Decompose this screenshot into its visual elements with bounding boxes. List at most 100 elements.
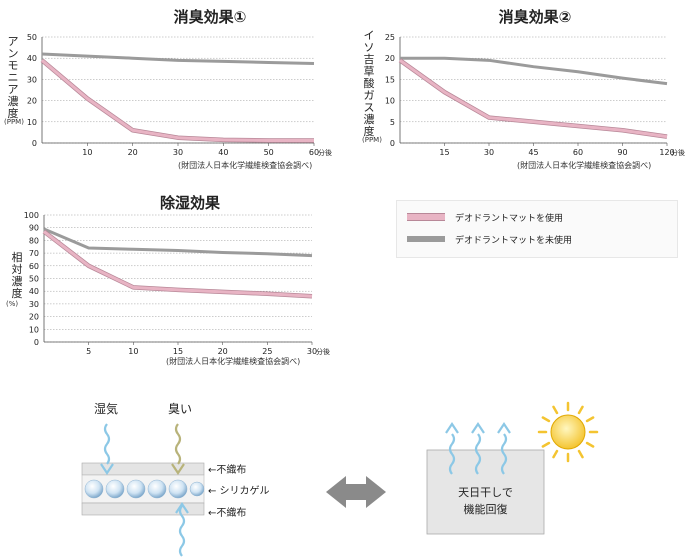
chart3-source: (財団法人日本化学繊維検査協会調べ): [166, 357, 301, 366]
ylabel-char: 対: [11, 263, 23, 276]
ylabel-char: ス: [363, 101, 375, 114]
ylabel-char: ガ: [363, 89, 375, 102]
drying-box: [426, 449, 545, 535]
ylabel-char: 度: [7, 107, 19, 120]
sun-caption-1: 天日干しで: [458, 486, 513, 499]
layer-top-label: ←不織布: [208, 465, 247, 476]
y-tick-label: 20: [29, 313, 39, 322]
x-tick-label: 90: [617, 148, 627, 157]
legend-label-unused: デオドラントマットを未使用: [455, 235, 573, 246]
y-tick-label: 100: [24, 211, 39, 220]
sun-ray: [577, 449, 584, 459]
y-tick-label: 25: [385, 33, 395, 42]
legend-swatch-unused: [407, 236, 445, 242]
y-tick-label: 40: [29, 287, 39, 296]
series-line-used: [41, 59, 314, 142]
sun-ray: [552, 405, 559, 415]
y-tick-label: 20: [27, 97, 37, 106]
chart2-title: 消臭効果②: [498, 8, 572, 26]
series-line-unused: [43, 227, 313, 258]
ylabel-char: ア: [7, 83, 19, 96]
y-tick-label: 0: [390, 139, 395, 148]
chart1-title: 消臭効果①: [173, 8, 247, 26]
ylabel-char: 度: [363, 125, 375, 138]
ylabel-char: 草: [363, 65, 375, 78]
y-tick-label: 0: [32, 139, 37, 148]
series-line-unused: [400, 56, 668, 86]
y-tick-label: 70: [29, 249, 39, 258]
x-tick-label: 10: [128, 347, 138, 356]
chart2-yunit: (PPM): [362, 136, 382, 144]
legend-label-used: デオドラントマットを使用: [455, 213, 564, 224]
sun-icon: [537, 401, 599, 463]
ylabel-char: 濃: [11, 275, 23, 288]
x-tick-label: 30: [173, 148, 183, 157]
y-tick-label: 10: [27, 118, 37, 127]
humidity-label: 湿気: [94, 402, 119, 416]
y-tick-label: 20: [385, 54, 395, 63]
ylabel-char: 酸: [363, 77, 375, 90]
nonwoven-bottom-layer: [81, 502, 205, 516]
ylabel-char: ン: [7, 47, 19, 60]
layer-middle-label: ← シリカゲル: [208, 486, 270, 497]
ylabel-char: モ: [7, 59, 19, 72]
x-tick-label: 10: [82, 148, 92, 157]
y-tick-label: 40: [27, 54, 37, 63]
odor-label: 臭い: [168, 402, 193, 416]
y-tick-label: 10: [385, 97, 395, 106]
chart1-source: (財団法人日本化学繊維検査協会調べ): [178, 161, 313, 170]
x-tick-label: 15: [173, 347, 183, 356]
x-tick-label: 45: [528, 148, 538, 157]
y-tick-label: 50: [27, 33, 37, 42]
evaporation-arrows-icon: [445, 422, 511, 475]
ylabel-char: ニ: [7, 71, 19, 84]
x-tick-label: 60: [573, 148, 583, 157]
ylabel-char: 濃: [7, 95, 19, 108]
sun-ray: [552, 449, 559, 459]
chart2-ylabel: イソ吉草酸ガス濃度: [362, 30, 376, 138]
y-tick-label: 80: [29, 236, 39, 245]
y-tick-label: 30: [29, 300, 39, 309]
sun-ray: [577, 405, 584, 415]
chart3-yunit: (%): [6, 300, 19, 308]
x-tick-label: 5: [86, 347, 91, 356]
series-line-unused: [41, 52, 315, 65]
x-tick-label: 50: [264, 148, 274, 157]
x-tick-label: 20: [128, 148, 138, 157]
ylabel-char: 度: [11, 287, 23, 300]
y-tick-label: 90: [29, 224, 39, 233]
y-tick-label: 50: [29, 275, 39, 284]
ylabel-char: ソ: [363, 41, 375, 54]
sun-ray: [585, 441, 595, 448]
ylabel-char: 濃: [363, 113, 375, 126]
sun-ray: [585, 416, 595, 423]
silica-diagram: [81, 401, 599, 557]
x-tick-label: 40: [218, 148, 228, 157]
y-tick-label: 60: [29, 262, 39, 271]
humidity-arrow-icon: [100, 423, 114, 475]
x-unit-label: 分後: [318, 148, 332, 157]
legend: デオドラントマットを使用 デオドラントマットを未使用: [396, 200, 678, 258]
ylabel-char: イ: [363, 29, 375, 42]
x-tick-label: 20: [218, 347, 228, 356]
sun-ray: [541, 416, 551, 423]
x-unit-label: 分後: [671, 148, 685, 157]
legend-item-unused: デオドラントマットを未使用: [407, 231, 572, 247]
chart1-ylabel: アンモニア濃度: [6, 36, 20, 120]
legend-item-used: デオドラントマットを使用: [407, 209, 563, 225]
y-tick-label: 30: [27, 75, 37, 84]
x-tick-label: 30: [484, 148, 494, 157]
y-tick-label: 10: [29, 325, 39, 334]
y-tick-label: 15: [385, 75, 395, 84]
layers-stack: [81, 462, 205, 516]
x-tick-label: 30: [307, 347, 317, 356]
x-tick-label: 25: [262, 347, 272, 356]
double-arrow-icon: [326, 476, 386, 508]
ylabel-char: ア: [7, 35, 19, 48]
x-tick-label: 60: [309, 148, 319, 157]
layer-bottom-label: ←不織布: [208, 508, 247, 519]
ylabel-char: 吉: [363, 53, 375, 66]
series-used-outline: [398, 58, 668, 139]
